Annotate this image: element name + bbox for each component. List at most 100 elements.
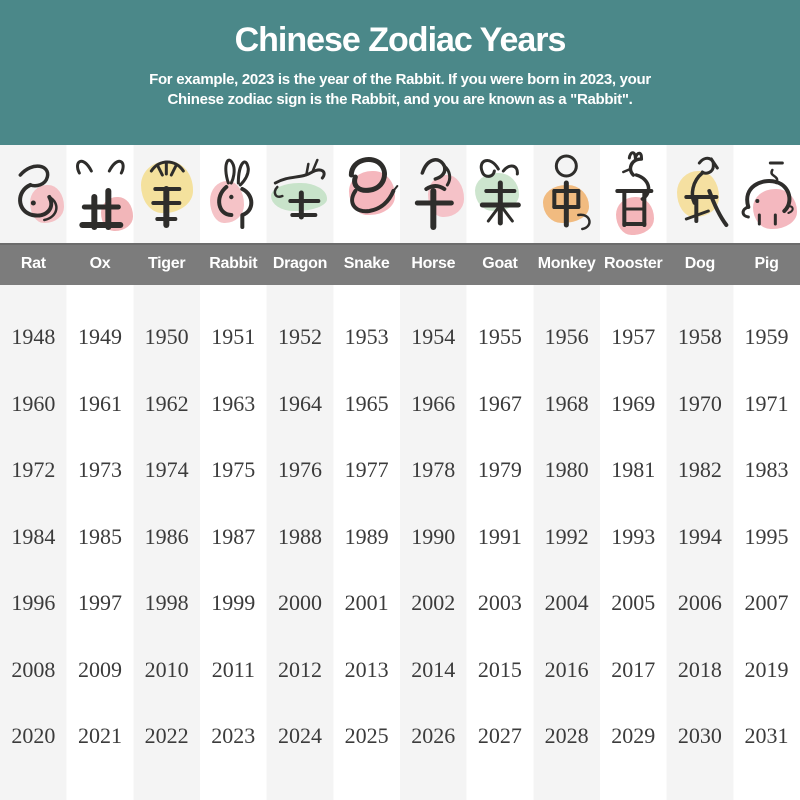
year-cell-2015: 2015 [477,656,522,682]
year-cell-1986: 1986 [144,523,189,549]
years-row: 2008 2009 2010 2011 2012 2013 2014 2015 2016 2017… [0,637,800,704]
zodiac-illustration-horse [400,145,467,243]
year-cell-2022: 2022 [144,723,189,749]
year-cell-2028: 2028 [544,723,589,749]
year-cell-1983: 1983 [744,457,789,483]
year-cell-1965: 1965 [344,390,389,416]
year-cell-2000: 2000 [277,590,322,616]
zodiac-name-dog: Dog [684,255,716,272]
zodiac-name-rooster: Rooster [604,255,663,272]
year-cell-1972: 1972 [11,457,56,483]
rabbit-brush-icon [217,158,254,229]
year-cell-1963: 1963 [211,390,256,416]
year-cell-1988: 1988 [277,523,322,549]
year-cell-1987: 1987 [211,523,256,549]
year-cell-1964: 1964 [277,390,322,416]
pig-brush-icon [741,161,794,226]
year-cell-1976: 1976 [277,457,322,483]
zodiac-name-goat: Goat [482,255,518,272]
year-cell-1958: 1958 [677,324,722,350]
year-cell-1973: 1973 [77,457,122,483]
tiger-brush-icon [150,160,186,228]
year-cell-1962: 1962 [144,390,189,416]
year-cell-1950: 1950 [144,324,189,350]
year-cell-1948: 1948 [11,324,56,350]
year-cell-2010: 2010 [144,656,189,682]
year-cell-2013: 2013 [344,656,389,682]
year-cell-1971: 1971 [744,390,789,416]
year-cell-1997: 1997 [77,590,122,616]
zodiac-illustration-tiger [133,145,200,243]
zodiac-name-rabbit: Rabbit [209,255,258,272]
year-cell-2026: 2026 [411,723,456,749]
year-cell-2012: 2012 [277,656,322,682]
year-cell-1989: 1989 [344,523,389,549]
year-cell-1970: 1970 [677,390,722,416]
year-cell-2009: 2009 [77,656,122,682]
year-cell-2017: 2017 [611,656,656,682]
zodiac-illustration-pig [733,145,800,243]
years-row: 1948 1949 1950 1951 1952 1953 1954 1955 1956 1957… [0,304,800,371]
year-cell-1990: 1990 [411,523,456,549]
years-row: 1972 1973 1974 1975 1976 1977 1978 1979 1980 1981… [0,437,800,504]
year-cell-1991: 1991 [477,523,522,549]
year-cell-1966: 1966 [411,390,456,416]
subtitle-line-2: Chinese zodiac sign is the Rabbit, and y… [167,90,633,108]
year-cell-1956: 1956 [544,324,589,350]
rat-brush-icon [18,164,58,222]
year-cell-1967: 1967 [477,390,522,416]
zodiac-illustration-snake [333,145,400,243]
years-row: 1960 1961 1962 1963 1964 1965 1966 1967 1968 1969… [0,371,800,438]
year-cell-1999: 1999 [211,590,256,616]
year-cell-1974: 1974 [144,457,189,483]
year-cell-1996: 1996 [11,590,56,616]
year-cell-2011: 2011 [211,656,255,682]
year-cell-1975: 1975 [211,457,256,483]
dragon-brush-icon [273,158,326,220]
year-cell-2020: 2020 [11,723,56,749]
year-cell-1978: 1978 [411,457,456,483]
year-cell-2019: 2019 [744,656,789,682]
years-row: 2020 2021 2022 2023 2024 2025 2026 2027 2028 2029… [0,703,800,770]
year-cell-1993: 1993 [611,523,656,549]
year-cell-2005: 2005 [611,590,656,616]
zodiac-illustration-goat [467,145,534,243]
zodiac-illustration-monkey [533,145,600,243]
year-cell-1955: 1955 [477,324,522,350]
year-cell-2006: 2006 [677,590,722,616]
goat-brush-icon [479,159,521,226]
zodiac-illustration-dragon [267,145,334,243]
zodiac-table: Rat Ox Tiger Rabbit Dragon Snake Horse Goat Monk… [0,145,800,800]
horse-brush-icon [414,158,454,230]
zodiac-name-pig: Pig [754,255,779,272]
zodiac-name-ox: Ox [89,255,111,272]
year-cell-2027: 2027 [477,723,522,749]
header-banner: Chinese Zodiac Years For example, 2023 i… [0,0,800,145]
year-cell-2014: 2014 [411,656,456,682]
year-cell-2021: 2021 [77,723,122,749]
year-cell-1984: 1984 [11,523,56,549]
years-row: 1984 1985 1986 1987 1988 1989 1990 1991 1992 1993… [0,504,800,571]
monkey-brush-icon [552,154,591,231]
year-cell-1959: 1959 [744,324,789,350]
year-cell-1985: 1985 [77,523,122,549]
zodiac-name-dragon: Dragon [272,255,328,272]
year-cell-2023: 2023 [211,723,256,749]
year-cell-2008: 2008 [11,656,56,682]
year-cell-1977: 1977 [344,457,389,483]
zodiac-name-monkey: Monkey [537,255,596,272]
year-cell-1957: 1957 [611,324,656,350]
year-cell-2030: 2030 [677,723,722,749]
year-cell-1992: 1992 [544,523,589,549]
zodiac-illustration-dog [667,145,734,243]
year-cell-1954: 1954 [411,324,456,350]
year-cell-2029: 2029 [611,723,656,749]
year-cell-1952: 1952 [277,324,322,350]
year-cell-1953: 1953 [344,324,389,350]
zodiac-illustration-rooster [600,145,667,243]
zodiac-name-tiger: Tiger [147,255,186,272]
year-cell-2002: 2002 [411,590,456,616]
subtitle-line-1: For example, 2023 is the year of the Rab… [149,71,651,88]
year-cell-2004: 2004 [544,590,589,616]
